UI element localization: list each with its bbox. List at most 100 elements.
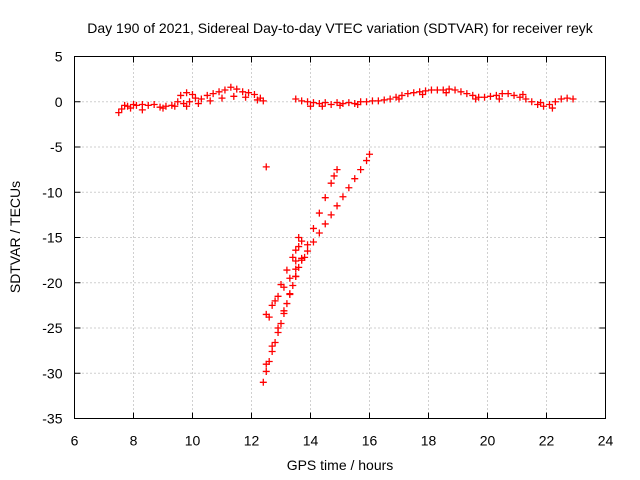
data-point [321, 99, 329, 107]
data-point [307, 102, 314, 110]
data-point [221, 86, 229, 94]
data-point [268, 342, 276, 350]
data-point [230, 92, 238, 100]
data-point [304, 247, 312, 255]
data-point [268, 301, 276, 309]
data-point [569, 95, 577, 103]
data-point [245, 89, 253, 97]
data-point [395, 95, 403, 103]
y-tick-label: -35 [42, 411, 62, 427]
data-point [363, 157, 371, 165]
data-point [132, 101, 140, 109]
data-point [301, 253, 309, 261]
data-point [283, 300, 291, 308]
data-point [540, 102, 548, 110]
data-point [469, 91, 477, 99]
data-point [486, 92, 494, 100]
data-point [318, 102, 326, 110]
data-point [492, 91, 500, 99]
y-tick-label: -10 [42, 184, 62, 200]
data-point [374, 97, 382, 105]
data-point [548, 104, 556, 112]
data-point [253, 96, 261, 104]
data-point [315, 229, 323, 237]
data-point [262, 163, 270, 171]
data-point [321, 220, 329, 228]
data-point [327, 179, 335, 187]
x-tick-label: 18 [421, 433, 437, 449]
data-point [309, 224, 317, 232]
data-point [427, 86, 435, 94]
data-point [186, 98, 194, 106]
data-point [304, 241, 312, 249]
data-point [277, 281, 285, 289]
data-marks [115, 83, 577, 386]
series-anomaly-band-D [265, 234, 309, 321]
data-point [309, 238, 317, 246]
plot-frame [74, 56, 606, 419]
data-point [336, 101, 344, 109]
series-anomaly-band-B [262, 166, 341, 368]
data-point [563, 94, 571, 102]
data-point [271, 297, 279, 305]
data-point [115, 109, 123, 117]
data-point [295, 234, 303, 241]
data-point [457, 88, 465, 96]
data-point [304, 98, 312, 106]
grid [74, 56, 606, 419]
x-tick-label: 16 [362, 433, 378, 449]
data-point [259, 97, 267, 105]
data-point [150, 100, 158, 108]
data-point [233, 85, 241, 93]
data-point [472, 95, 480, 103]
data-point [504, 90, 512, 98]
data-point [481, 93, 489, 101]
data-point [298, 237, 306, 245]
data-point [528, 98, 536, 106]
data-point [174, 98, 182, 106]
data-point [203, 91, 211, 99]
data-point [280, 307, 288, 315]
x-tick-label: 24 [598, 433, 614, 449]
series-anomaly-band-C [262, 150, 373, 318]
data-point [250, 91, 258, 99]
data-point [171, 102, 179, 110]
data-point [259, 378, 267, 386]
data-point [363, 98, 371, 106]
data-point [183, 89, 191, 97]
x-tick-label: 12 [244, 433, 260, 449]
data-point [209, 90, 217, 98]
data-point [404, 90, 412, 98]
data-point [419, 91, 427, 99]
data-point [295, 243, 303, 251]
data-point [366, 150, 373, 158]
data-point [422, 87, 430, 95]
data-point [292, 272, 300, 280]
data-point [194, 100, 202, 108]
data-point [292, 257, 300, 265]
data-point [206, 97, 214, 105]
data-point [410, 89, 418, 97]
x-tick-label: 8 [130, 433, 138, 449]
y-tick-label: 0 [55, 94, 63, 110]
data-point [274, 324, 282, 332]
data-point [183, 102, 191, 110]
data-point [537, 99, 545, 107]
data-point [292, 246, 300, 254]
x-tick-label: 22 [539, 433, 555, 449]
y-tick-label: -15 [42, 230, 62, 246]
series-daytime-arc [115, 83, 267, 117]
y-tick-label: -5 [50, 139, 63, 155]
data-point [127, 104, 135, 112]
data-point [557, 95, 565, 103]
data-point [197, 95, 205, 103]
data-point [289, 281, 297, 289]
data-point [398, 91, 406, 99]
data-point [286, 290, 294, 298]
data-point [144, 101, 152, 109]
x-axis-label: GPS time / hours [287, 457, 394, 473]
x-tick-label: 14 [303, 433, 319, 449]
data-point [215, 88, 223, 96]
data-point [191, 94, 199, 102]
data-point [345, 99, 353, 107]
